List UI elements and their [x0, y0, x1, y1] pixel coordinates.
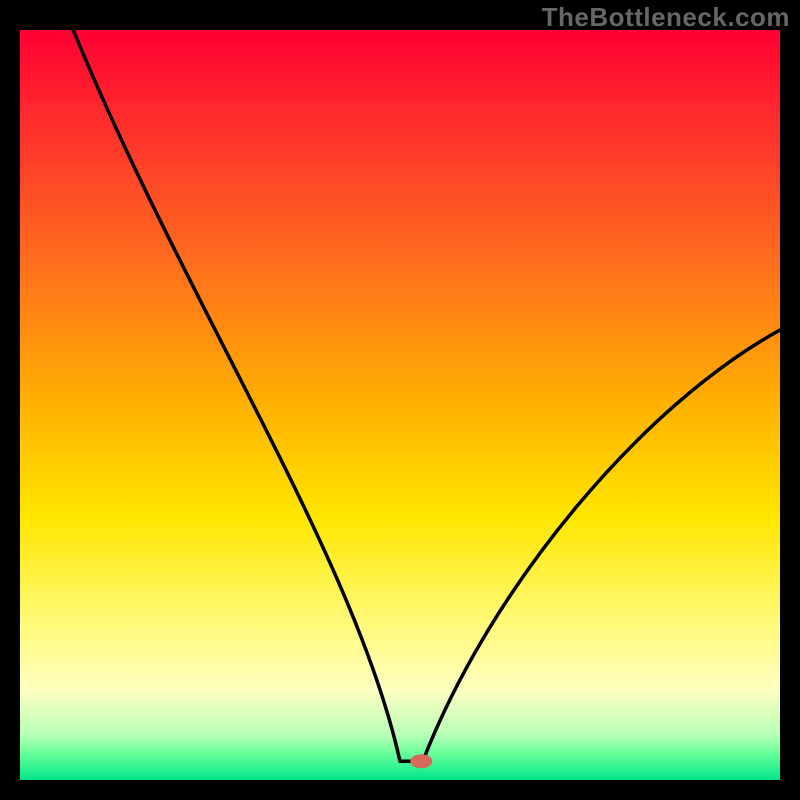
optimal-point-marker — [410, 754, 432, 768]
bottleneck-chart — [0, 0, 800, 800]
watermark-text: TheBottleneck.com — [542, 2, 790, 33]
chart-background — [20, 30, 780, 780]
